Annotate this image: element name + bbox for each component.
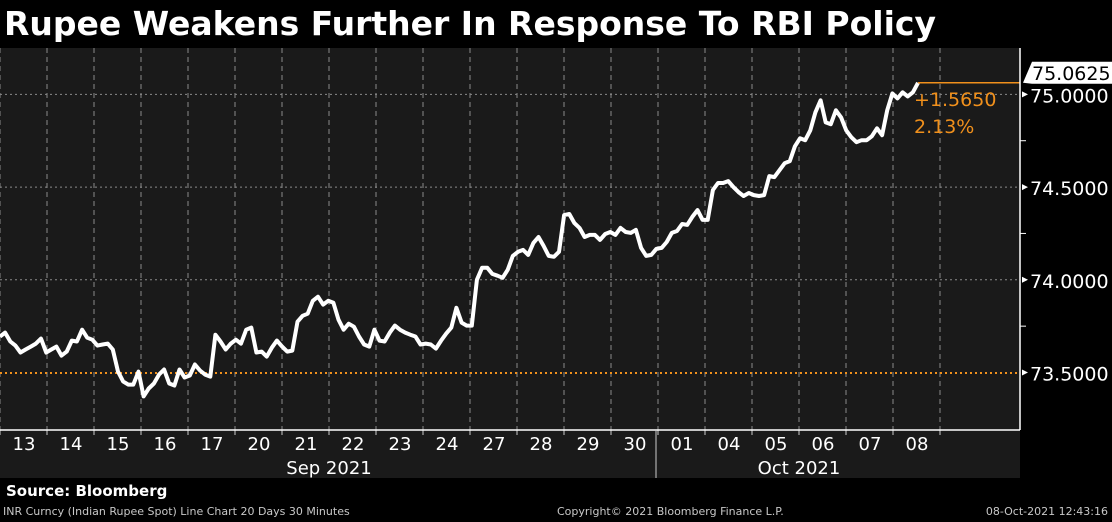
change-pct-label: 2.13% bbox=[914, 116, 974, 138]
x-tick-label: 24 bbox=[436, 434, 459, 455]
x-tick-label: 14 bbox=[60, 434, 83, 455]
x-tick-label: 01 bbox=[671, 434, 694, 455]
y-tick-arrow bbox=[1022, 91, 1028, 98]
y-tick-arrow bbox=[1022, 369, 1028, 376]
x-tick-label: 13 bbox=[13, 434, 36, 455]
last-value-badge bbox=[1023, 61, 1112, 84]
x-tick-label: 30 bbox=[624, 434, 647, 455]
y-tick-label: 74.0000 bbox=[1030, 271, 1109, 293]
copyright: Copyright© 2021 Bloomberg Finance L.P. bbox=[557, 505, 784, 518]
y-tick-label: 75.0000 bbox=[1030, 85, 1109, 107]
chart-description: INR Curncy (Indian Rupee Spot) Line Char… bbox=[3, 505, 350, 518]
x-tick-label: 21 bbox=[295, 434, 318, 455]
x-tick-label: 06 bbox=[812, 434, 835, 455]
x-axis-background bbox=[0, 430, 1020, 478]
timestamp: 08-Oct-2021 12:43:16 bbox=[985, 505, 1108, 518]
x-tick-label: 07 bbox=[859, 434, 882, 455]
change-label: +1.5650 bbox=[914, 89, 996, 111]
source-label: Source: Bloomberg bbox=[6, 482, 168, 500]
x-tick-label: 05 bbox=[765, 434, 788, 455]
month-label: Sep 2021 bbox=[286, 458, 371, 479]
x-tick-label: 20 bbox=[248, 434, 271, 455]
x-tick-label: 04 bbox=[718, 434, 741, 455]
month-label: Oct 2021 bbox=[758, 458, 841, 479]
x-tick-label: 29 bbox=[577, 434, 600, 455]
x-tick-label: 22 bbox=[342, 434, 365, 455]
y-tick-arrow bbox=[1022, 184, 1028, 191]
x-tick-label: 17 bbox=[201, 434, 224, 455]
chart-title: Rupee Weakens Further In Response To RBI… bbox=[4, 4, 936, 43]
y-tick-label: 73.5000 bbox=[1030, 364, 1109, 386]
price-line bbox=[0, 81, 920, 399]
x-tick-label: 15 bbox=[107, 434, 130, 455]
x-tick-label: 08 bbox=[906, 434, 929, 455]
x-tick-label: 23 bbox=[389, 434, 412, 455]
x-tick-label: 16 bbox=[154, 434, 177, 455]
x-tick-label: 28 bbox=[530, 434, 553, 455]
plot-background bbox=[0, 48, 1020, 430]
y-tick-arrow bbox=[1022, 276, 1028, 283]
last-value-label: 75.0625 bbox=[1032, 63, 1111, 85]
x-tick-label: 27 bbox=[483, 434, 506, 455]
y-tick-label: 74.5000 bbox=[1030, 178, 1109, 200]
